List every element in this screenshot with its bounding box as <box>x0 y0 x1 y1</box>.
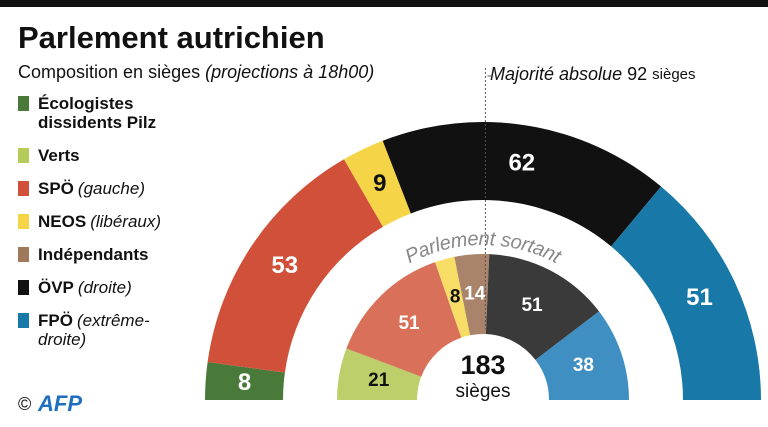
subtitle-text: Composition en sièges <box>18 62 200 82</box>
value-label: 51 <box>521 295 543 316</box>
legend-text: Écologistes dissidents Pilz <box>38 94 188 132</box>
top-bar <box>0 0 768 7</box>
legend-swatch <box>18 96 29 111</box>
majority-value: 92 <box>627 64 647 84</box>
legend-note: (droite) <box>77 278 132 297</box>
value-label: 14 <box>464 283 486 304</box>
legend-swatch <box>18 313 29 328</box>
legend-item: SPÖ (gauche) <box>18 179 208 198</box>
value-label: 51 <box>686 284 713 311</box>
legend-text: ÖVP (droite) <box>38 278 132 297</box>
legend-swatch <box>18 280 29 295</box>
value-label: 38 <box>573 355 594 376</box>
majority-text: Majorité absolue <box>490 64 622 84</box>
legend-text: Verts <box>38 146 80 165</box>
legend-name: SPÖ <box>38 179 74 198</box>
segment <box>382 122 662 247</box>
value-label: 53 <box>271 252 298 279</box>
value-label: 21 <box>368 370 390 391</box>
legend-name: Verts <box>38 146 80 165</box>
legend-name: ÖVP <box>38 278 74 297</box>
legend-item: ÖVP (droite) <box>18 278 208 297</box>
credit: © <box>18 394 31 414</box>
chart-title: Parlement autrichien <box>18 20 325 55</box>
segment <box>207 159 383 373</box>
legend-swatch <box>18 181 29 196</box>
source-logo: AFP <box>37 391 82 416</box>
segment <box>346 262 462 377</box>
legend-text: NEOS (libéraux) <box>38 212 161 231</box>
legend-swatch <box>18 247 29 262</box>
legend-item: FPÖ (extrême-droite) <box>18 311 208 349</box>
total-value: 183 <box>460 350 505 380</box>
value-label: 8 <box>450 287 461 308</box>
segment <box>205 361 285 400</box>
value-label: 51 <box>398 313 420 334</box>
legend-text: SPÖ (gauche) <box>38 179 145 198</box>
segment <box>344 140 411 227</box>
legend-name: FPÖ <box>38 311 73 330</box>
subtitle: Composition en sièges (projections à 18h… <box>18 62 374 82</box>
legend-text: FPÖ (extrême-droite) <box>38 311 188 349</box>
legend-name: Écologistes dissidents Pilz <box>38 94 157 132</box>
legend-note: (gauche) <box>77 179 146 198</box>
segment <box>454 254 490 336</box>
legend-note: (libéraux) <box>90 212 162 231</box>
segment <box>337 348 422 400</box>
legend-item: Écologistes dissidents Pilz <box>18 94 208 132</box>
segment <box>535 311 629 400</box>
segment <box>435 256 471 338</box>
legend-note: (extrême-droite) <box>38 311 150 349</box>
legend-name: NEOS <box>38 212 87 231</box>
value-label: 62 <box>508 150 535 177</box>
legend-item: Indépendants <box>18 245 208 264</box>
legend-text: Indépendants <box>38 245 149 264</box>
segment <box>485 254 600 360</box>
majority-unit: sièges <box>652 66 695 83</box>
value-label: 8 <box>238 369 251 396</box>
legend: Écologistes dissidents Pilz Verts SPÖ (gauc… <box>18 94 208 363</box>
legend-swatch <box>18 214 29 229</box>
legend-name: Indépendants <box>38 245 149 264</box>
segment <box>611 186 761 400</box>
legend-item: Verts <box>18 146 208 165</box>
legend-swatch <box>18 148 29 163</box>
total-unit: sièges <box>456 381 511 402</box>
value-label: 9 <box>373 170 386 197</box>
majority-label: Majorité absolue 92 sièges <box>490 64 696 84</box>
subtitle-note: (projections à 18h00) <box>205 62 374 82</box>
legend-item: NEOS (libéraux) <box>18 212 208 231</box>
